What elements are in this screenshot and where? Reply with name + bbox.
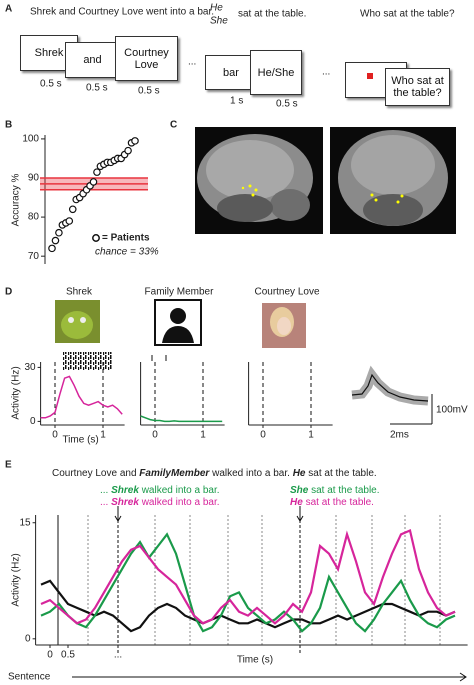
text-part: She xyxy=(290,485,309,496)
pronoun: He xyxy=(210,3,223,14)
text-part: walked into a bar. xyxy=(139,485,220,496)
panel-label: B xyxy=(5,120,12,131)
annotation: ... Shrek walked into a bar. xyxy=(100,497,220,508)
panel-title: Family Member xyxy=(145,287,215,298)
question: Who sat at the table? xyxy=(360,9,455,20)
word-onsets xyxy=(87,515,441,645)
question-card: Who sat at the table? xyxy=(385,68,450,106)
data-point xyxy=(93,168,101,176)
x-tick-label: 0 xyxy=(260,430,266,441)
arrow xyxy=(296,506,304,522)
annotation: She sat at the table. xyxy=(290,485,380,496)
data-point xyxy=(51,236,60,245)
panel-label: E xyxy=(5,460,12,471)
duration: 0.5 s xyxy=(276,99,298,110)
y-tick-label: 30 xyxy=(24,362,36,373)
stimulus-card: Courtney Love xyxy=(115,36,178,81)
x-ellipsis: ... xyxy=(114,650,122,661)
spike-waveform xyxy=(351,365,433,425)
x-tick-label: 1 xyxy=(200,430,206,441)
scale-label: 2ms xyxy=(390,430,409,441)
stimulus-images xyxy=(55,299,306,348)
legend-label: = Patients xyxy=(102,233,150,244)
text-part: sat at the table. xyxy=(308,485,379,496)
annotation: ... Shrek walked into a bar. xyxy=(100,485,220,496)
text-part: walked into a bar. xyxy=(209,468,292,479)
x-tick-label: 1 xyxy=(308,430,314,441)
trace xyxy=(40,579,456,633)
text-part: Shrek xyxy=(111,485,139,496)
duration: 1 s xyxy=(230,96,243,107)
y-tick-label: 70 xyxy=(28,251,40,262)
panel-label: C xyxy=(170,120,177,131)
text-part: He xyxy=(293,468,306,479)
text-part: ... xyxy=(100,485,111,496)
trace xyxy=(40,532,456,633)
y-axis-label: Activity (Hz) xyxy=(11,366,22,419)
duration: 0.5 s xyxy=(40,79,62,90)
data-point xyxy=(131,137,139,145)
ellipsis: ... xyxy=(322,67,330,78)
stimulus-card: and xyxy=(65,42,120,78)
x-tick-label: 0 xyxy=(52,430,58,441)
y-axis-label: Accuracy % xyxy=(11,173,22,226)
chance-note: chance = 33% xyxy=(95,247,159,258)
duration: 0.5 s xyxy=(138,86,160,97)
data-point xyxy=(55,228,63,237)
data-point xyxy=(89,178,98,186)
arrow xyxy=(114,506,122,522)
continuation: sat at the table. xyxy=(238,9,306,20)
panel-title: Shrek xyxy=(66,287,93,298)
text-part: FamilyMember xyxy=(139,468,210,479)
fixation-marker xyxy=(367,73,373,79)
y-tick-label: 0 xyxy=(25,633,31,644)
sentence-arrow xyxy=(72,672,467,682)
y-tick-label: 90 xyxy=(28,173,40,184)
data-point xyxy=(65,217,74,225)
text-part: He xyxy=(290,497,303,508)
trace xyxy=(40,528,456,625)
spike-raster xyxy=(62,352,112,370)
text-part: ... xyxy=(100,497,111,508)
text-part: Shrek xyxy=(111,497,139,508)
x-axis-label: Time (s) xyxy=(62,435,98,446)
y-tick-label: 100 xyxy=(22,134,39,145)
panel-label: D xyxy=(5,287,12,298)
annotation: He sat at the table. xyxy=(290,497,374,508)
x-tick-label: 0 xyxy=(152,430,158,441)
sentence: Shrek and Courtney Love went into a bar. xyxy=(30,7,214,18)
data-point xyxy=(68,205,77,214)
sentence: Courtney Love and FamilyMember walked in… xyxy=(52,468,377,479)
x-axis-label: Time (s) xyxy=(237,655,273,666)
y-tick-label: 80 xyxy=(28,212,40,223)
x-tick-label: 1 xyxy=(100,430,106,441)
trace xyxy=(40,375,123,419)
y-tick-label: 0 xyxy=(30,416,36,427)
pronoun: She xyxy=(210,16,228,27)
y-axis-label: Activity (Hz) xyxy=(11,553,22,606)
legend-marker xyxy=(92,234,100,242)
stimulus-card: He/She xyxy=(250,50,302,95)
data-point xyxy=(124,146,132,155)
text-part: sat at the table. xyxy=(306,468,377,479)
x-tick-label: 0.5 xyxy=(61,650,75,661)
x-tick-label: 0 xyxy=(47,650,53,661)
panel-label: A xyxy=(5,4,12,15)
trace xyxy=(140,415,223,423)
axis-caption: Sentence xyxy=(8,672,51,683)
panel-title: Courtney Love xyxy=(254,287,319,298)
scale-label: 100mV xyxy=(436,405,468,416)
text-part: walked into a bar. xyxy=(139,497,220,508)
ellipsis: ... xyxy=(188,57,196,68)
text-part: Courtney Love and xyxy=(52,468,139,479)
brain-images xyxy=(195,127,456,234)
y-tick-label: 15 xyxy=(19,517,31,528)
duration: 0.5 s xyxy=(86,83,108,94)
text-part: sat at the table. xyxy=(303,497,374,508)
data-point xyxy=(48,244,56,253)
